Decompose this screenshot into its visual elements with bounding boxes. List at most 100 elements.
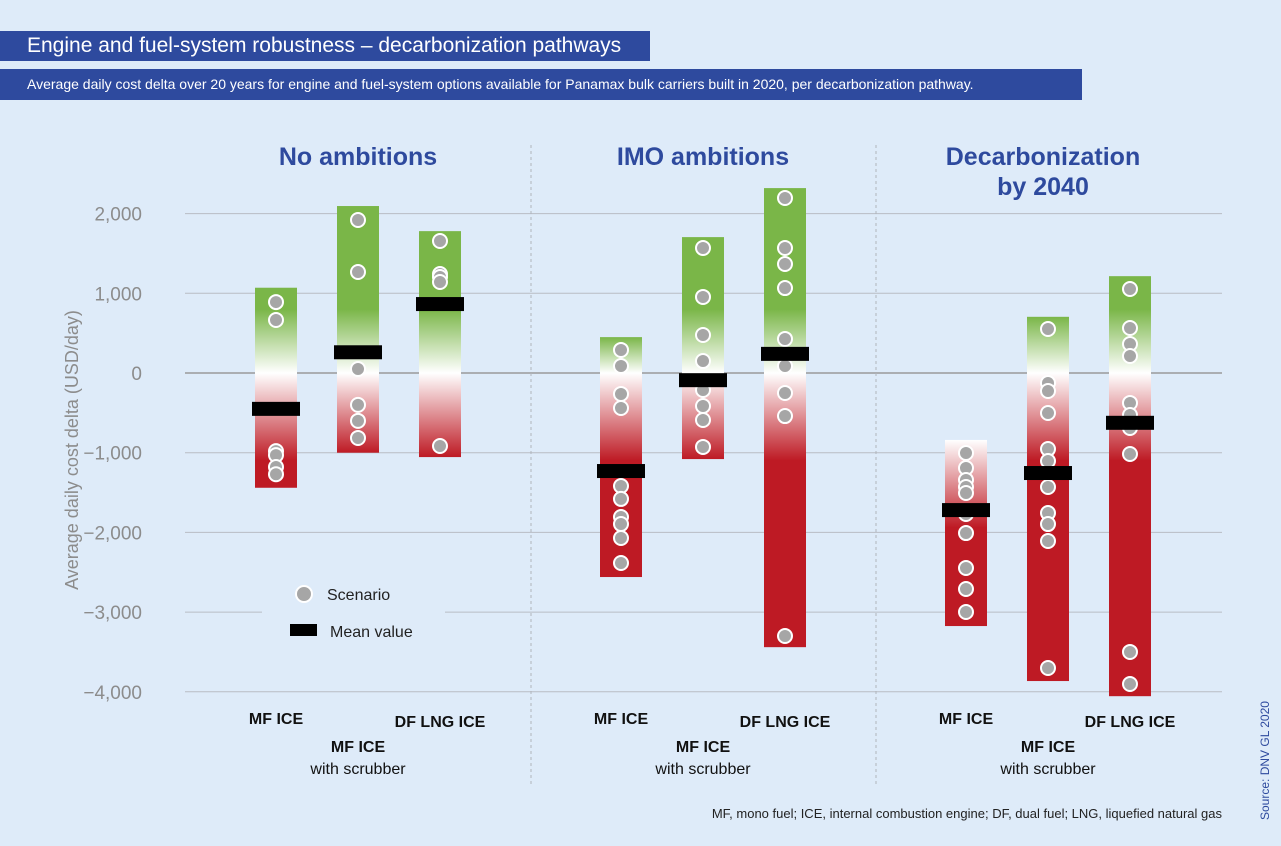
group-title: Decarbonization	[946, 143, 1140, 171]
scenario-point	[1122, 643, 1138, 660]
scenario-point	[1040, 405, 1056, 422]
scenario-point	[958, 580, 974, 597]
scenario-point	[350, 412, 366, 429]
scenario-point	[1122, 675, 1138, 692]
scenario-point	[432, 438, 448, 455]
scenario-point	[268, 466, 284, 483]
scenario-point	[613, 529, 629, 546]
scenario-point	[1040, 533, 1056, 550]
y-axis-label: Average daily cost delta (USD/day)	[62, 310, 82, 590]
x-category-label: MF ICE	[939, 711, 994, 728]
mean-marker	[416, 297, 464, 312]
scenario-point	[350, 429, 366, 446]
legend-scenario-marker	[295, 585, 313, 603]
scenario-point	[613, 555, 629, 572]
scenario-point	[613, 478, 629, 495]
scenario-point	[1040, 659, 1056, 676]
y-tick-label: −1,000	[83, 444, 142, 465]
scenario-point	[613, 385, 629, 402]
mean-marker	[597, 464, 645, 479]
x-category-label: MF ICE	[1021, 739, 1076, 756]
scenario-point	[777, 280, 793, 297]
scenario-point	[1122, 445, 1138, 462]
x-category-label: DF LNG ICE	[1085, 714, 1176, 731]
source-note: Source: DNV GL 2020	[1258, 701, 1272, 820]
mean-marker	[761, 346, 809, 361]
scenario-point	[613, 341, 629, 358]
scenario-point	[695, 412, 711, 429]
scenario-point	[432, 233, 448, 250]
scenario-point	[1122, 319, 1138, 336]
y-tick-label: 1,000	[94, 284, 142, 305]
y-tick-label: −3,000	[83, 603, 142, 624]
x-category-label: with scrubber	[999, 761, 1096, 778]
x-category-label: MF ICE	[331, 739, 386, 756]
scenario-point	[777, 255, 793, 272]
scenario-point	[1040, 516, 1056, 533]
scenario-point	[268, 294, 284, 311]
scenario-point	[777, 330, 793, 347]
mean-marker	[1106, 415, 1154, 430]
scenario-point	[777, 385, 793, 402]
y-tick-label: −4,000	[83, 683, 142, 704]
x-category-label: with scrubber	[309, 761, 406, 778]
scenario-point	[958, 604, 974, 621]
range-bar	[1027, 316, 1069, 682]
x-category-label: DF LNG ICE	[740, 714, 831, 731]
scenario-point	[432, 273, 448, 290]
scenario-point	[958, 485, 974, 502]
scenario-point	[777, 408, 793, 425]
scenario-point	[695, 326, 711, 343]
group-title: No ambitions	[279, 143, 437, 171]
mean-marker	[334, 345, 382, 360]
scenario-point	[958, 560, 974, 577]
mean-marker	[942, 503, 990, 518]
footnote: MF, mono fuel; ICE, internal combustion …	[711, 806, 1222, 821]
scenario-point	[695, 240, 711, 257]
y-tick-label: 2,000	[94, 205, 142, 226]
mean-marker	[1024, 466, 1072, 481]
scenario-point	[695, 353, 711, 370]
scenario-point	[350, 361, 366, 378]
scenario-point	[958, 525, 974, 542]
group-title: IMO ambitions	[617, 143, 789, 171]
scenario-point	[695, 438, 711, 455]
scenario-point	[777, 628, 793, 645]
mean-marker	[679, 373, 727, 388]
scenario-point	[1122, 280, 1138, 297]
legend-mean-label: Mean value	[330, 624, 413, 641]
scenario-point	[1122, 348, 1138, 365]
scenario-point	[958, 445, 974, 462]
x-category-label: DF LNG ICE	[395, 714, 486, 731]
scenario-point	[777, 357, 793, 374]
mean-marker	[252, 401, 300, 416]
group-title: by 2040	[997, 173, 1089, 201]
y-tick-label: 0	[131, 364, 142, 385]
x-category-label: with scrubber	[654, 761, 751, 778]
scenario-point	[1040, 452, 1056, 469]
y-tick-label: −2,000	[83, 523, 142, 544]
chart-subtitle: Average daily cost delta over 20 years f…	[0, 69, 1082, 100]
scenario-point	[613, 357, 629, 374]
scenario-point	[613, 490, 629, 507]
scenario-point	[613, 516, 629, 533]
x-category-label: MF ICE	[594, 711, 649, 728]
scenario-point	[350, 211, 366, 228]
chart-title: Engine and fuel-system robustness – deca…	[0, 31, 650, 61]
scenario-point	[350, 264, 366, 281]
range-bar	[419, 231, 461, 458]
scenario-point	[268, 311, 284, 328]
scenario-point	[777, 240, 793, 257]
scenario-point	[350, 396, 366, 413]
scenario-point	[1040, 478, 1056, 495]
legend-scenario-label: Scenario	[327, 587, 390, 604]
scenario-point	[1040, 321, 1056, 338]
x-category-label: MF ICE	[676, 739, 731, 756]
legend-mean-marker	[290, 624, 317, 636]
scenario-point	[777, 189, 793, 206]
scenario-point	[1040, 383, 1056, 400]
x-category-label: MF ICE	[249, 711, 304, 728]
scenario-point	[613, 399, 629, 416]
scenario-point	[695, 397, 711, 414]
